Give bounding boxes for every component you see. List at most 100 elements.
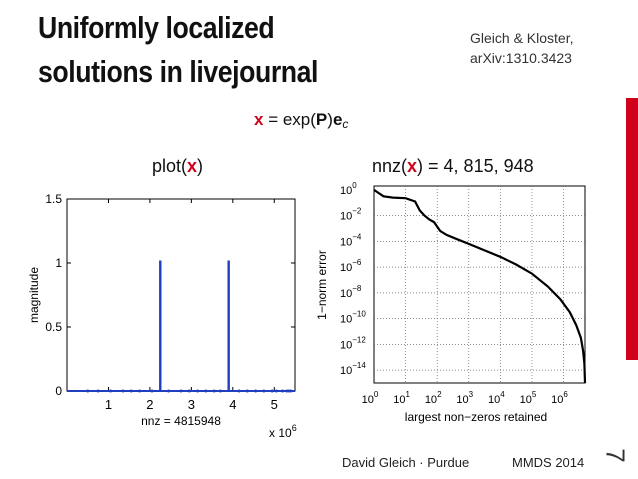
footer-author: David Gleich · Purdue [342,455,470,470]
left-xtick-label: 2 [146,397,153,412]
right-ytick-label: 10−14 [340,361,366,377]
baseline-dot [245,389,249,393]
right-xlabel: largest non−zeros retained [405,410,547,424]
baseline-dot [254,389,258,393]
right-xtick-power: 1 [405,390,410,399]
baseline-dot [237,389,241,393]
error-curve [373,188,587,384]
equation-e: e [332,110,343,129]
baseline-dot [129,389,133,393]
right-plot-frame [373,185,586,384]
baseline-dot [274,389,278,393]
left-ytick-label: 1 [55,256,62,270]
right-xtick-label: 102 [425,390,442,406]
equation-P: P [315,110,328,129]
right-xtick-base: 10 [425,394,437,406]
left-chart-title: plot(x) [152,156,203,177]
baseline-dot [96,389,100,393]
right-ytick-label: 10−4 [340,232,362,248]
right-ytick-power: 0 [352,181,357,190]
left-xtick-label: 3 [188,397,195,412]
equation: x = exp(P)ec [254,110,348,131]
left-plot-frame [66,198,296,392]
right-ylabel: 1−norm error [315,250,329,320]
equation-mid: ) [327,110,333,129]
right-ytick-power: −6 [352,258,362,267]
baseline-dot [287,389,291,393]
right-xtick-base: 10 [362,394,374,406]
right-ytick-power: −14 [352,361,366,370]
accent-bar [626,98,638,360]
slide-number: 7 [600,448,631,463]
right-xtick-base: 10 [393,394,405,406]
right-ytick-base: 10 [340,365,352,377]
right-ytick-label: 100 [340,181,357,197]
right-title-prefix: nnz( [372,156,408,176]
baseline-dot [204,389,208,393]
baseline-dot [262,389,266,393]
slide-title: Uniformly localized solutions in livejou… [38,6,318,94]
right-xtick-power: 0 [374,390,379,399]
baseline-dot [167,389,171,393]
equation-x: x [254,110,264,129]
right-xtick-power: 4 [500,390,505,399]
right-xtick-label: 101 [393,390,410,406]
equation-eq: = exp( [263,110,316,129]
left-xlabel: nnz = 4815948 [141,414,221,428]
left-ylabel: magnitude [27,267,41,323]
right-ytick-power: −10 [352,310,366,319]
right-xtick-power: 3 [469,390,474,399]
left-ytick-label: 1.5 [45,192,62,206]
right-ytick-base: 10 [340,185,352,197]
left-title-var: x [187,156,198,176]
right-ytick-label: 10−12 [340,335,366,351]
right-xtick-label: 105 [520,390,537,406]
right-xtick-label: 104 [488,390,505,406]
baseline-dot [86,389,90,393]
right-title-suffix: ) = 4, 815, 948 [417,156,534,176]
right-ytick-base: 10 [340,211,352,223]
left-x-exponent-power: 6 [292,423,297,433]
right-ytick-power: −8 [352,284,362,293]
right-ytick-label: 10−10 [340,310,366,326]
right-ytick-base: 10 [340,314,352,326]
right-ytick-power: −4 [352,232,362,241]
left-title-suffix: ) [197,156,204,176]
baseline-dot [138,389,142,393]
baseline-dot [218,389,222,393]
baseline-dot [289,389,293,393]
baseline-dot [270,389,274,393]
right-ytick-base: 10 [340,339,352,351]
right-xtick-power: 2 [437,390,442,399]
right-chart-title: nnz(x) = 4, 815, 948 [372,156,534,177]
right-ytick-base: 10 [340,262,352,274]
right-xtick-base: 10 [456,394,468,406]
right-xtick-label: 103 [456,390,473,406]
equation-sub: c [342,117,349,131]
right-ytick-power: −12 [352,335,366,344]
baseline-dot [281,389,285,393]
right-xtick-power: 5 [532,390,537,399]
baseline-dot [109,389,113,393]
right-ytick-label: 10−6 [340,258,362,274]
citation-line2: arXiv:1310.3423 [470,50,572,66]
left-xtick-label: 5 [271,397,278,412]
baseline-dot [121,389,125,393]
right-xtick-base: 10 [488,394,500,406]
baseline-dot [179,389,183,393]
left-ytick-label: 0.5 [45,320,62,334]
left-xtick-label: 1 [105,397,112,412]
baseline-dot [285,389,289,393]
right-title-var: x [407,156,418,176]
right-xtick-power: 6 [563,390,568,399]
left-x-exponent-base: x 10 [269,426,292,440]
right-ytick-label: 10−2 [340,207,362,223]
footer-venue: MMDS 2014 [512,455,585,470]
citation: Gleich & Kloster, arXiv:1310.3423 [470,28,574,68]
slide-title-line2: solutions in livejournal [38,54,319,89]
citation-line1: Gleich & Kloster, [470,30,574,46]
right-ytick-base: 10 [340,288,352,300]
left-xtick-label: 4 [229,397,236,412]
right-xtick-base: 10 [520,394,532,406]
